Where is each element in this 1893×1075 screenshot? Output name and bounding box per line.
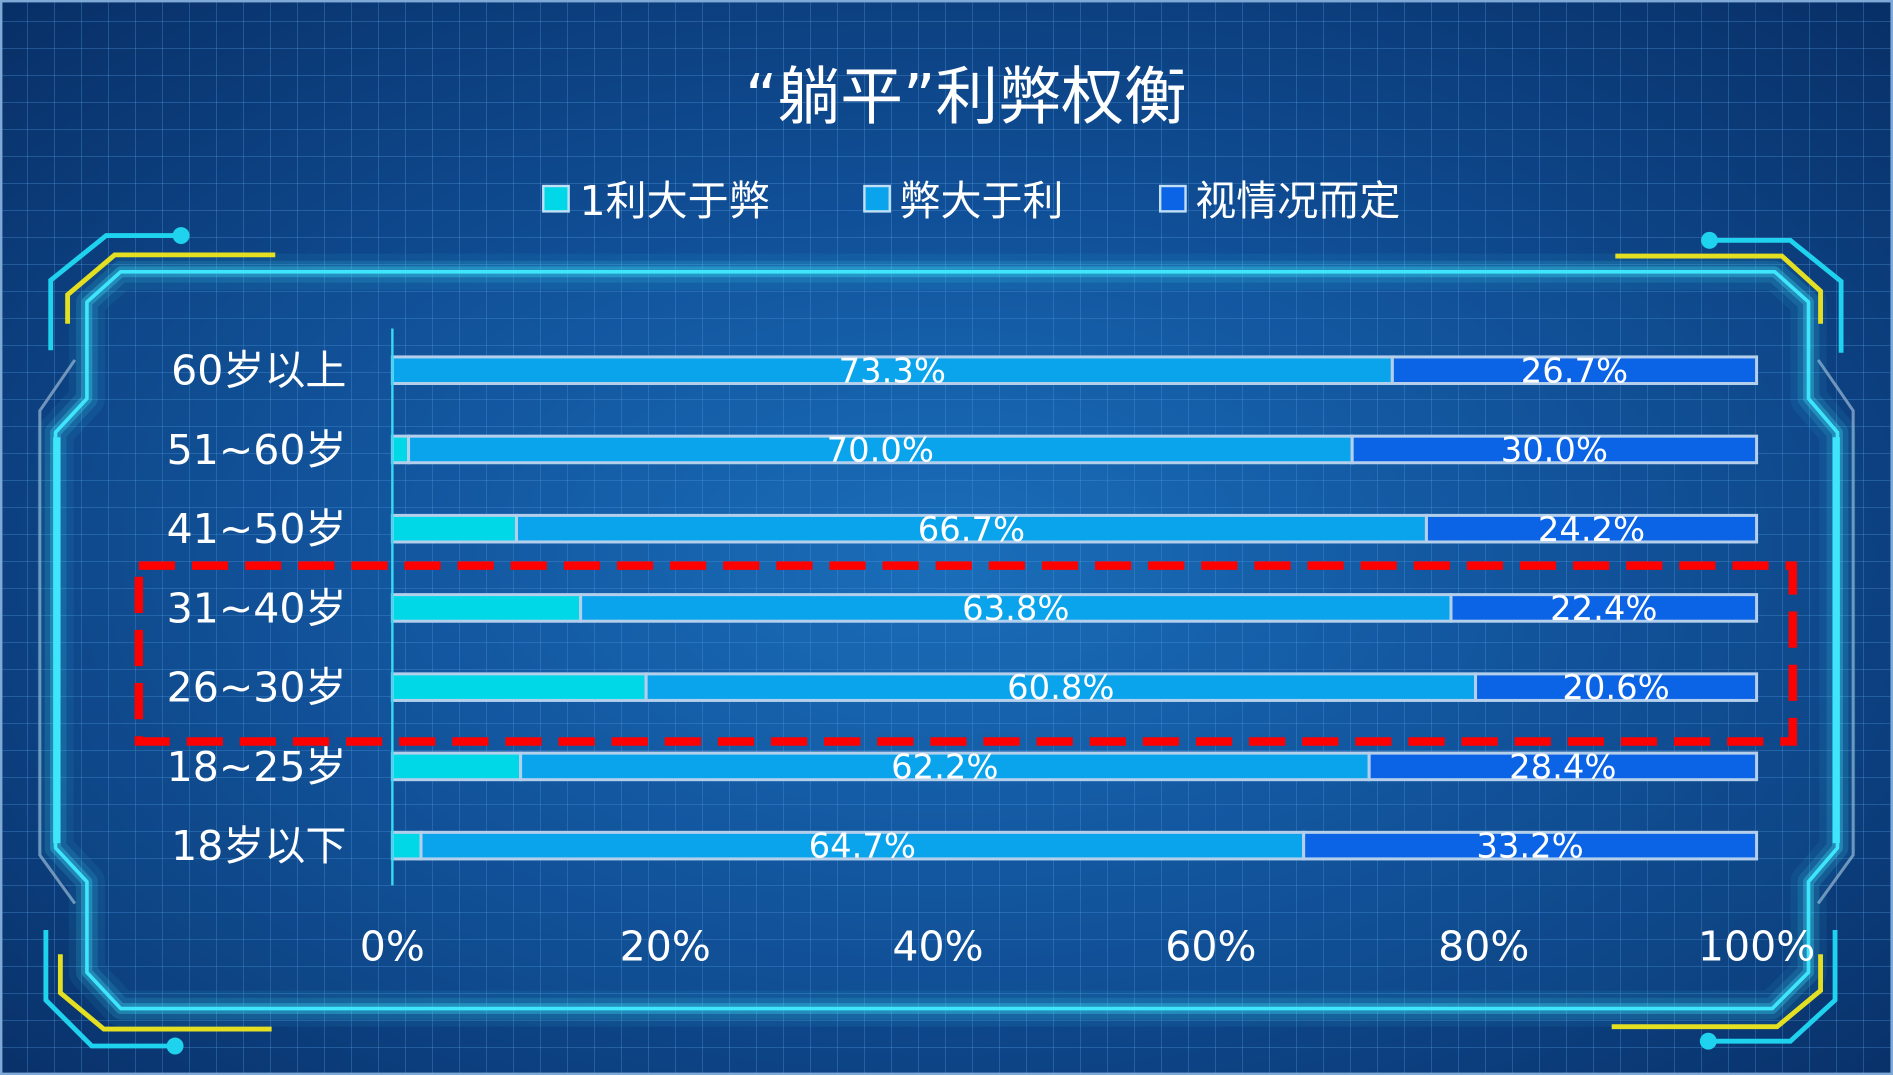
frame-bracket-right bbox=[1816, 359, 1855, 905]
corner-line-cyan bbox=[43, 930, 176, 1049]
bar-segment-harm-outweighs bbox=[419, 830, 1306, 861]
bar-segment-benefit-outweighs bbox=[390, 672, 648, 702]
data-label: 26.7% bbox=[1521, 351, 1628, 390]
corner-decoration-bottom-right bbox=[1611, 930, 1838, 1050]
corner-decoration-bottom-left bbox=[43, 930, 272, 1055]
bar-segment-depends bbox=[1350, 434, 1759, 465]
category-label: 18岁以下 bbox=[171, 822, 346, 870]
corner-dot bbox=[1701, 231, 1718, 249]
corner-line-yellow bbox=[1611, 954, 1823, 1030]
corner-decoration-top-left bbox=[48, 227, 276, 351]
bar-segment-benefit-outweighs bbox=[390, 434, 411, 465]
data-label: 64.7% bbox=[809, 827, 916, 866]
legend-label: 视情况而定 bbox=[1195, 177, 1400, 225]
x-axis-tick-labels: 0% 20% 40% 60% 80% 100% bbox=[360, 922, 1815, 970]
x-tick-label: 40% bbox=[892, 922, 983, 970]
corner-dot bbox=[172, 227, 190, 244]
data-label: 24.2% bbox=[1538, 510, 1645, 549]
data-label: 22.4% bbox=[1550, 589, 1657, 628]
highlight-annotation bbox=[134, 561, 1798, 746]
bar-segment-depends bbox=[1474, 672, 1759, 702]
data-label: 20.6% bbox=[1562, 668, 1669, 707]
bar-row bbox=[390, 513, 1759, 544]
bar-segments bbox=[390, 355, 1759, 861]
corner-line-cyan bbox=[1708, 930, 1838, 1044]
bar-segment-harm-outweighs bbox=[579, 593, 1453, 623]
bar-segment-depends bbox=[1424, 513, 1759, 544]
bar-segment-harm-outweighs bbox=[519, 751, 1371, 782]
legend-label: 弊大于利 bbox=[899, 177, 1063, 225]
frame-bracket-left bbox=[38, 359, 77, 905]
data-label: 66.7% bbox=[918, 510, 1025, 549]
category-label: 60岁以上 bbox=[171, 347, 346, 395]
data-label: 63.8% bbox=[962, 589, 1069, 628]
category-label: 18~25岁 bbox=[167, 743, 347, 791]
data-label: 30.0% bbox=[1501, 431, 1608, 470]
x-tick-label: 100% bbox=[1698, 922, 1815, 970]
category-label: 51~60岁 bbox=[167, 426, 347, 474]
corner-dot bbox=[166, 1037, 184, 1055]
category-label: 26~30岁 bbox=[167, 664, 347, 712]
category-label: 31~40岁 bbox=[167, 584, 347, 632]
bar-segment-depends bbox=[1390, 355, 1759, 386]
corner-line-cyan bbox=[1709, 237, 1844, 353]
bar-segment-benefit-outweighs bbox=[390, 593, 583, 623]
bar-segment-benefit-outweighs bbox=[390, 513, 519, 544]
data-label: 28.4% bbox=[1509, 747, 1616, 786]
corner-line-yellow bbox=[65, 252, 276, 324]
bar-segment-depends bbox=[1367, 751, 1759, 782]
legend-label: 1利大于弊 bbox=[579, 177, 769, 225]
bar-row bbox=[390, 434, 1759, 465]
data-label: 73.3% bbox=[839, 351, 946, 390]
legend: 1利大于弊 弊大于利 视情况而定 bbox=[542, 177, 1400, 225]
x-tick-label: 60% bbox=[1165, 922, 1256, 970]
data-label: 70.0% bbox=[827, 431, 934, 470]
category-label: 41~50岁 bbox=[167, 505, 347, 553]
legend-item-benefit-outweighs: 1利大于弊 bbox=[542, 177, 770, 225]
bar-segment-depends bbox=[1449, 593, 1759, 623]
panel-edge bbox=[53, 269, 1840, 1011]
legend-item-depends: 视情况而定 bbox=[1158, 177, 1400, 225]
legend-swatch bbox=[1158, 184, 1187, 213]
data-label: 33.2% bbox=[1476, 827, 1583, 866]
x-tick-label: 0% bbox=[360, 922, 425, 970]
data-label: 60.8% bbox=[1007, 668, 1114, 707]
bar-segment-harm-outweighs bbox=[644, 672, 1478, 702]
chart-title: “躺平”利弊权衡 bbox=[745, 60, 1187, 133]
corner-line-cyan bbox=[48, 233, 182, 351]
bar-row bbox=[390, 751, 1759, 782]
bar-row bbox=[390, 830, 1759, 861]
legend-item-harm-outweighs: 弊大于利 bbox=[863, 177, 1064, 225]
data-label: 62.2% bbox=[891, 747, 998, 786]
corner-line-yellow bbox=[57, 954, 272, 1032]
corner-dot bbox=[1699, 1032, 1717, 1050]
highlight-dashed-box bbox=[134, 561, 1798, 746]
corner-line-yellow bbox=[1615, 253, 1823, 324]
bar-segment-harm-outweighs bbox=[514, 513, 1428, 544]
bar-row bbox=[390, 593, 1759, 623]
bar-segment-benefit-outweighs bbox=[390, 830, 423, 861]
data-labels: 73.3% 26.7% 70.0% 30.0% 66.7% 24.2% 63.8% 22.4%… bbox=[809, 351, 1670, 865]
plot-area: 73.3% 26.7% 70.0% 30.0% 66.7% 24.2% 63.8% 22.4%… bbox=[134, 328, 1815, 970]
bar-segment-benefit-outweighs bbox=[390, 751, 523, 782]
bar-row bbox=[390, 672, 1759, 702]
corner-decoration-top-right bbox=[1615, 231, 1844, 353]
bar-segment-depends bbox=[1302, 830, 1759, 861]
x-tick-label: 20% bbox=[620, 922, 711, 970]
x-tick-label: 80% bbox=[1438, 922, 1529, 970]
legend-swatch bbox=[863, 184, 891, 213]
legend-swatch bbox=[542, 184, 570, 213]
y-axis-category-labels: 60岁以上 51~60岁 41~50岁 31~40岁 26~30岁 18~25岁 18岁以下 bbox=[167, 347, 347, 870]
